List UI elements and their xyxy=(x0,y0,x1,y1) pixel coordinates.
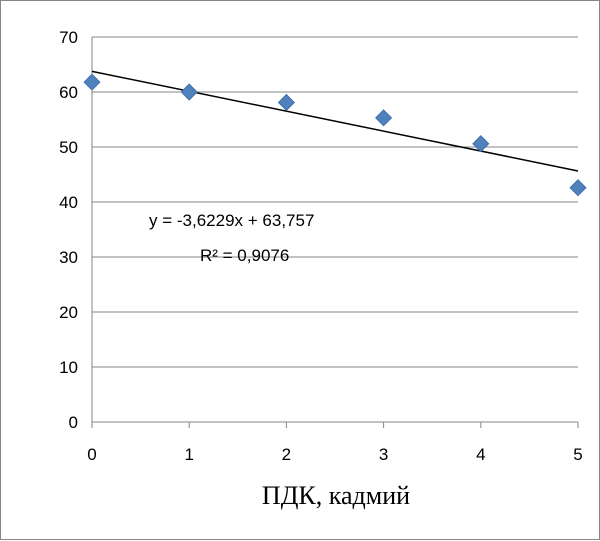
x-tick-label-3: 3 xyxy=(379,445,388,464)
data-point-0-3 xyxy=(375,109,393,127)
y-tick-label-30: 30 xyxy=(59,248,78,267)
x-tick-label-5: 5 xyxy=(573,445,582,464)
gridlines xyxy=(92,36,578,368)
x-tick-label-0: 0 xyxy=(87,445,96,464)
x-tick-label-2: 2 xyxy=(282,445,291,464)
linear-trendline xyxy=(91,70,579,172)
y-tick-label-50: 50 xyxy=(59,138,78,157)
x-tick-labels: 0 1 2 3 4 5 xyxy=(87,445,582,464)
data-point-0-4 xyxy=(472,135,490,153)
data-point-0-0 xyxy=(83,73,101,91)
y-tick-label-20: 20 xyxy=(59,303,78,322)
y-tick-label-10: 10 xyxy=(59,358,78,377)
x-tick-label-1: 1 xyxy=(184,445,193,464)
x-tick-label-4: 4 xyxy=(476,445,485,464)
trendline-equation: y = -3,6229x + 63,757 xyxy=(149,211,314,230)
r-squared-label: R² = 0,9076 xyxy=(200,246,289,265)
axes xyxy=(91,37,579,428)
y-tick-label-70: 70 xyxy=(59,28,78,47)
y-tick-label-60: 60 xyxy=(59,83,78,102)
y-tick-label-0: 0 xyxy=(69,413,78,432)
data-point-0-5 xyxy=(569,179,587,197)
y-tick-labels: 0 10 20 30 40 50 60 70 xyxy=(59,28,78,432)
data-point-0-1 xyxy=(180,83,198,101)
data-point-0-2 xyxy=(277,93,295,112)
trendline-layer xyxy=(91,70,579,172)
y-tick-label-40: 40 xyxy=(59,193,78,212)
data-points xyxy=(83,73,587,197)
x-axis-title: ПДК, кадмий xyxy=(262,481,410,510)
